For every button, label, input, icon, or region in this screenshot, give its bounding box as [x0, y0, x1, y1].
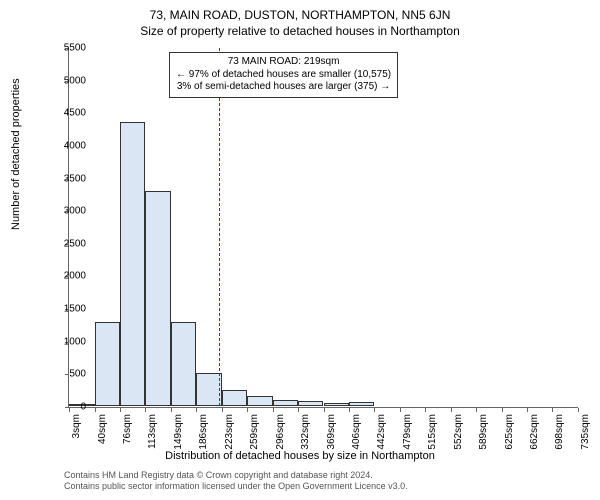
y-tick-label: 1000 — [46, 336, 86, 347]
histogram-bar — [222, 390, 247, 406]
y-tick-label: 4000 — [46, 140, 86, 151]
x-tick-mark — [578, 408, 579, 412]
x-tick-mark — [171, 408, 172, 412]
x-tick-label: 3sqm — [71, 414, 82, 438]
x-tick-mark — [425, 408, 426, 412]
y-tick-label: 5500 — [46, 43, 86, 54]
histogram-bar — [273, 400, 298, 406]
x-tick-mark — [145, 408, 146, 412]
x-tick-label: 186sqm — [198, 414, 209, 450]
x-tick-label: 698sqm — [554, 414, 565, 450]
x-tick-mark — [374, 408, 375, 412]
y-axis-label: Number of detached properties — [10, 78, 22, 230]
x-tick-label: 442sqm — [376, 414, 387, 450]
x-tick-mark — [196, 408, 197, 412]
subject-property-marker — [219, 48, 220, 406]
x-tick-label: 296sqm — [275, 414, 286, 450]
x-tick-label: 76sqm — [122, 414, 133, 444]
histogram-bar — [349, 402, 374, 406]
y-tick-label: 4500 — [46, 108, 86, 119]
x-tick-mark — [324, 408, 325, 412]
histogram-bar — [171, 322, 197, 406]
x-tick-mark — [222, 408, 223, 412]
annotation-line-3: 3% of semi-detached houses are larger (3… — [176, 81, 391, 94]
x-tick-mark — [120, 408, 121, 412]
x-tick-label: 259sqm — [249, 414, 260, 450]
footer-line-1: Contains HM Land Registry data © Crown c… — [64, 470, 408, 481]
x-tick-mark — [527, 408, 528, 412]
x-tick-mark — [298, 408, 299, 412]
x-tick-mark — [502, 408, 503, 412]
y-tick-label: 2000 — [46, 271, 86, 282]
footer-line-2: Contains public sector information licen… — [64, 481, 408, 492]
y-tick-label: 2500 — [46, 238, 86, 249]
x-tick-label: 369sqm — [326, 414, 337, 450]
x-tick-mark — [400, 408, 401, 412]
histogram-bar — [298, 401, 324, 406]
histogram-bar — [247, 396, 273, 406]
x-tick-label: 223sqm — [224, 414, 235, 450]
x-tick-label: 113sqm — [147, 414, 158, 449]
x-tick-label: 735sqm — [580, 414, 591, 450]
plot-area: 73 MAIN ROAD: 219sqm← 97% of detached ho… — [68, 48, 578, 408]
x-tick-label: 625sqm — [504, 414, 515, 450]
annotation-box: 73 MAIN ROAD: 219sqm← 97% of detached ho… — [169, 52, 398, 98]
y-tick-label: 3500 — [46, 173, 86, 184]
x-tick-label: 662sqm — [529, 414, 540, 450]
x-tick-mark — [349, 408, 350, 412]
x-tick-label: 589sqm — [478, 414, 489, 450]
y-tick-label: 1500 — [46, 304, 86, 315]
x-tick-label: 149sqm — [173, 414, 184, 450]
x-tick-mark — [247, 408, 248, 412]
y-tick-label: 500 — [46, 369, 86, 380]
x-tick-mark — [95, 408, 96, 412]
x-tick-mark — [451, 408, 452, 412]
x-axis-label: Distribution of detached houses by size … — [0, 450, 600, 462]
x-tick-mark — [552, 408, 553, 412]
x-tick-label: 552sqm — [453, 414, 464, 450]
plot-wrapper: 73 MAIN ROAD: 219sqm← 97% of detached ho… — [68, 48, 578, 408]
y-tick-label: 3000 — [46, 206, 86, 217]
y-tick-label: 0 — [46, 402, 86, 413]
x-tick-label: 332sqm — [300, 414, 311, 450]
attribution-footer: Contains HM Land Registry data © Crown c… — [64, 470, 408, 492]
x-tick-mark — [476, 408, 477, 412]
histogram-bar — [145, 191, 170, 406]
x-tick-label: 515sqm — [427, 414, 438, 450]
histogram-bar — [120, 122, 146, 406]
histogram-bar — [324, 403, 350, 406]
annotation-line-1: 73 MAIN ROAD: 219sqm — [176, 56, 391, 69]
chart-container: 73, MAIN ROAD, DUSTON, NORTHAMPTON, NN5 … — [0, 0, 600, 500]
chart-subtitle: Size of property relative to detached ho… — [0, 22, 600, 38]
chart-title-address: 73, MAIN ROAD, DUSTON, NORTHAMPTON, NN5 … — [0, 0, 600, 22]
histogram-bar — [196, 373, 222, 406]
x-tick-label: 479sqm — [402, 414, 413, 450]
x-tick-label: 40sqm — [97, 414, 108, 444]
annotation-line-2: ← 97% of detached houses are smaller (10… — [176, 69, 391, 82]
histogram-bar — [95, 322, 120, 406]
y-tick-label: 5000 — [46, 75, 86, 86]
x-tick-mark — [273, 408, 274, 412]
x-tick-label: 406sqm — [351, 414, 362, 450]
